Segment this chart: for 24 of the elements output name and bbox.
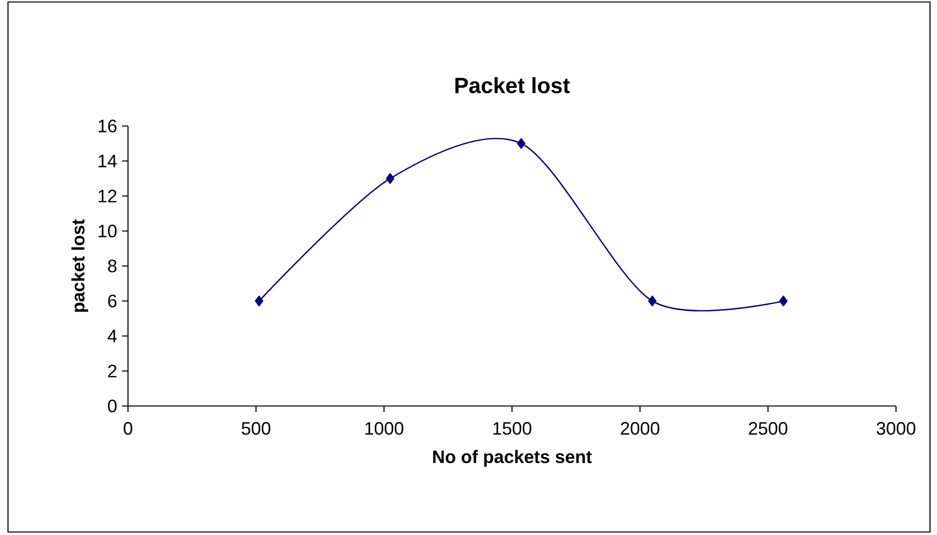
x-tick-label: 3000 [876,422,916,435]
x-tick-label: 1000 [365,422,404,435]
chart-title: Packet lost [455,77,570,94]
point [386,173,394,184]
x-tick-label: 2500 [748,422,788,435]
y-axis-title: packet lost [71,219,88,312]
y-tick-label: 2 [108,364,116,378]
x-tick-label: 500 [242,422,270,435]
x-tick-label: 0 [124,422,132,435]
y-tick-label: 14 [98,154,117,168]
point [254,296,264,306]
y-tick-label: 4 [108,330,117,342]
y-tick-label: 0 [108,400,117,412]
point [779,296,788,306]
y-tick-label: 16 [98,120,116,132]
x-tick-label: 1500 [493,422,532,435]
y-tick-label: 10 [98,224,117,238]
y-tick-label: 12 [98,190,116,202]
x-tick-label: 2000 [620,422,660,435]
y-tick-label: 8 [108,260,116,272]
y-tick-label: 6 [108,294,116,308]
point [648,296,656,306]
point [517,138,526,149]
x-axis-title: No of packets sent [433,450,592,467]
